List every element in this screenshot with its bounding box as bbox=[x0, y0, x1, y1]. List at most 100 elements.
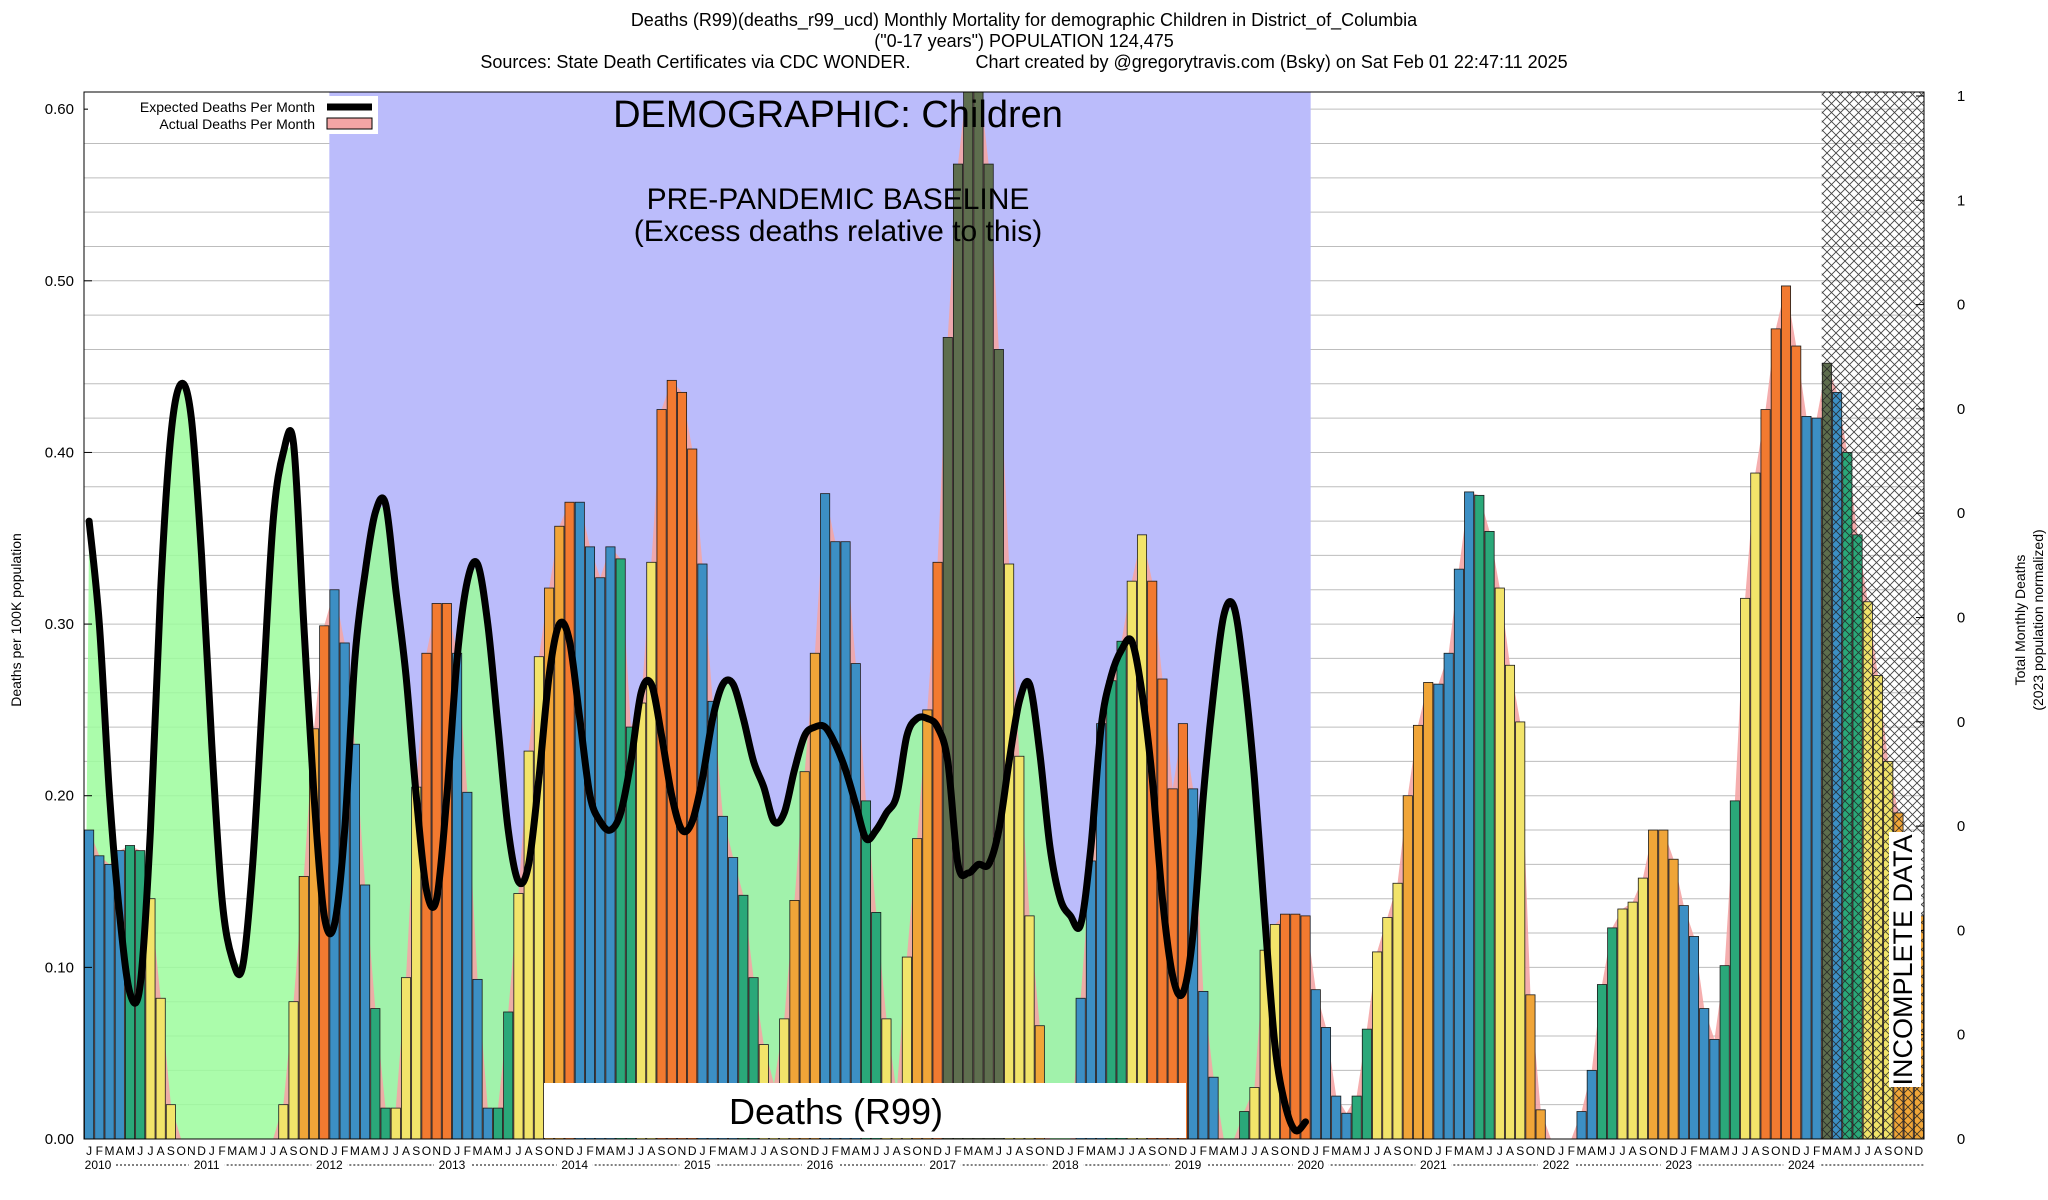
month-tick-label: M bbox=[1229, 1144, 1239, 1158]
month-tick-label: D bbox=[1424, 1144, 1433, 1158]
incomplete-data-text: INCOMPLETE DATA bbox=[1888, 834, 1918, 1085]
year-label-bg bbox=[434, 1158, 470, 1172]
bar-2020-6 bbox=[1361, 1028, 1372, 1139]
month-tick-label: O bbox=[1526, 1144, 1535, 1158]
year-label-bg bbox=[556, 1158, 593, 1172]
bar-2019-2 bbox=[1198, 990, 1209, 1139]
bar-2020-12 bbox=[1423, 682, 1434, 1139]
month-tick-label: O bbox=[544, 1144, 553, 1158]
month-tick-label: M bbox=[125, 1144, 135, 1158]
bar-2013-7 bbox=[513, 893, 524, 1139]
month-tick-label: A bbox=[893, 1144, 901, 1158]
bar-2016-3 bbox=[840, 541, 851, 1139]
bar-2016-12 bbox=[932, 561, 943, 1139]
bar-2014-4 bbox=[605, 546, 616, 1139]
month-tick-label: D bbox=[1792, 1144, 1801, 1158]
month-tick-label: J bbox=[638, 1144, 644, 1158]
month-tick-label: O bbox=[1771, 1144, 1780, 1158]
month-tick-label: J bbox=[1609, 1144, 1615, 1158]
month-tick-label: A bbox=[1874, 1144, 1882, 1158]
month-tick-label: J bbox=[1374, 1144, 1380, 1158]
month-tick-label: S bbox=[780, 1144, 788, 1158]
month-tick-label: D bbox=[1547, 1144, 1556, 1158]
bar-2021-2 bbox=[1443, 652, 1454, 1139]
month-tick-label: F bbox=[1077, 1144, 1084, 1158]
y2-tick-label: 0 bbox=[1957, 505, 1965, 522]
bar-2020-5 bbox=[1351, 1095, 1362, 1139]
bar-2017-7 bbox=[1004, 563, 1015, 1139]
month-tick-label: M bbox=[1597, 1144, 1607, 1158]
bar-2012-4 bbox=[360, 884, 371, 1139]
month-tick-label: F bbox=[1568, 1144, 1575, 1158]
month-tick-label: J bbox=[1742, 1144, 1748, 1158]
month-tick-label: J bbox=[1435, 1144, 1441, 1158]
year-tick-label: 2015 bbox=[684, 1158, 711, 1172]
y-tick-label: 0.60 bbox=[45, 101, 74, 118]
bar-2014-5 bbox=[615, 558, 626, 1139]
year-tick-label: 2016 bbox=[807, 1158, 834, 1172]
month-tick-label: J bbox=[260, 1144, 266, 1158]
month-tick-label: A bbox=[647, 1144, 655, 1158]
bar-2020-7 bbox=[1372, 951, 1383, 1139]
month-tick-label: A bbox=[525, 1144, 533, 1158]
bar-2017-6 bbox=[993, 349, 1004, 1139]
month-tick-label: A bbox=[1261, 1144, 1269, 1158]
month-tick-label: F bbox=[341, 1144, 348, 1158]
bar-2010-3 bbox=[104, 863, 115, 1139]
month-tick-label: S bbox=[1394, 1144, 1402, 1158]
bar-2023-1 bbox=[1678, 905, 1689, 1139]
month-tick-label: M bbox=[1577, 1144, 1587, 1158]
month-tick-label: A bbox=[852, 1144, 860, 1158]
month-tick-label: O bbox=[1403, 1144, 1412, 1158]
month-tick-label: J bbox=[1865, 1144, 1871, 1158]
month-tick-label: M bbox=[473, 1144, 483, 1158]
bar-2020-4 bbox=[1341, 1112, 1352, 1139]
bar-2018-8 bbox=[1136, 534, 1148, 1139]
year-label-bg bbox=[1415, 1158, 1452, 1172]
year-label-bg bbox=[679, 1158, 716, 1172]
cause-annotation: Deaths (R99) bbox=[729, 1091, 943, 1132]
bar-2014-3 bbox=[595, 577, 606, 1139]
month-tick-label: M bbox=[1352, 1144, 1362, 1158]
month-tick-label: A bbox=[1015, 1144, 1023, 1158]
bar-2015-11 bbox=[799, 771, 810, 1139]
bar-2018-9 bbox=[1147, 580, 1158, 1139]
month-tick-label: F bbox=[218, 1144, 225, 1158]
month-tick-label: A bbox=[1710, 1144, 1718, 1158]
month-tick-label: J bbox=[86, 1144, 92, 1158]
month-tick-label: J bbox=[751, 1144, 757, 1158]
month-tick-label: J bbox=[515, 1144, 521, 1158]
month-tick-label: J bbox=[1732, 1144, 1738, 1158]
bar-2012-7 bbox=[390, 1107, 401, 1139]
month-tick-label: M bbox=[1086, 1144, 1096, 1158]
bar-2015-4 bbox=[728, 857, 739, 1139]
bar-2019-3 bbox=[1208, 1076, 1219, 1139]
y2-tick-label: 0 bbox=[1957, 1131, 1965, 1148]
legend-expected-label: Expected Deaths Per Month bbox=[140, 99, 315, 115]
bar-2020-9 bbox=[1392, 882, 1403, 1139]
month-tick-label: N bbox=[432, 1144, 441, 1158]
bar-2013-4 bbox=[482, 1107, 493, 1139]
bar-2020-3 bbox=[1331, 1095, 1342, 1139]
month-tick-label: M bbox=[718, 1144, 728, 1158]
bar-2015-3 bbox=[717, 815, 728, 1139]
bar-2015-10 bbox=[789, 900, 800, 1139]
month-tick-label: S bbox=[1884, 1144, 1892, 1158]
bar-2013-10 bbox=[544, 587, 555, 1139]
month-tick-label: J bbox=[147, 1144, 153, 1158]
year-label-bg bbox=[80, 1158, 116, 1172]
bar-2023-12 bbox=[1791, 345, 1802, 1139]
month-tick-label: J bbox=[1190, 1144, 1196, 1158]
month-tick-label: D bbox=[811, 1144, 820, 1158]
y2-tick-label: 1 bbox=[1957, 192, 1965, 209]
bar-2021-11 bbox=[1535, 1109, 1546, 1139]
month-tick-label: A bbox=[1220, 1144, 1228, 1158]
bar-2024-2 bbox=[1811, 417, 1822, 1139]
month-tick-label: F bbox=[954, 1144, 961, 1158]
month-tick-label: M bbox=[248, 1144, 258, 1158]
bar-2013-6 bbox=[503, 1011, 514, 1139]
month-tick-label: M bbox=[1474, 1144, 1484, 1158]
month-tick-label: J bbox=[577, 1144, 583, 1158]
y2-tick-label: 0 bbox=[1957, 818, 1965, 835]
